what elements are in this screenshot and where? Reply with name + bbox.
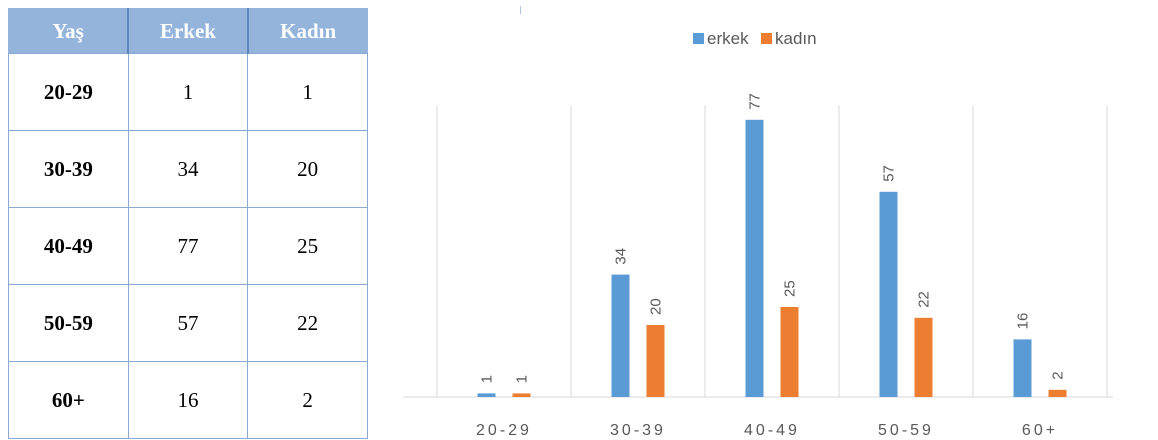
bar-erkek <box>879 191 898 397</box>
data-label-erkek: 77 <box>747 93 764 110</box>
data-label-kadın: 20 <box>648 298 665 315</box>
data-label-kadın: 2 <box>1050 371 1067 379</box>
female-count-cell: 25 <box>247 207 368 285</box>
table-row: 20-29 1 1 <box>8 53 368 131</box>
data-label-kadın: 1 <box>514 375 531 383</box>
age-cell: 60+ <box>8 361 129 439</box>
legend-label-erkek: erkek <box>707 29 749 48</box>
header-male: Erkek <box>127 8 248 54</box>
table-row: 40-49 77 25 <box>8 207 368 285</box>
bar-kadın <box>512 393 531 397</box>
x-tick-label: 40-49 <box>744 422 800 438</box>
age-gender-table: Yaş Erkek Kadın 20-29 1 1 30-39 34 20 40… <box>8 8 368 439</box>
bar-erkek <box>611 274 630 397</box>
header-age: Yaş <box>8 8 129 54</box>
table-row: 30-39 34 20 <box>8 130 368 208</box>
table-header-row: Yaş Erkek Kadın <box>8 8 368 54</box>
x-tick-label: 20-29 <box>476 422 532 438</box>
female-count-cell: 20 <box>247 130 368 208</box>
male-count-cell: 1 <box>127 53 249 131</box>
bar-kadın <box>780 307 799 397</box>
age-cell: 40-49 <box>8 207 129 285</box>
data-label-erkek: 34 <box>613 248 630 265</box>
bar-kadın <box>646 325 665 397</box>
table-row: 60+ 16 2 <box>8 361 368 439</box>
data-label-kadın: 22 <box>916 291 933 308</box>
female-count-cell: 22 <box>247 284 368 362</box>
x-tick-label: 50-59 <box>878 422 934 438</box>
x-tick-label: 30-39 <box>610 422 666 438</box>
female-count-cell: 1 <box>247 53 368 131</box>
legend-swatch-kadın <box>761 33 772 44</box>
bar-kadın <box>1048 389 1067 397</box>
male-count-cell: 16 <box>127 361 249 439</box>
age-cell: 50-59 <box>8 284 129 362</box>
data-label-erkek: 16 <box>1015 313 1032 330</box>
data-label-kadın: 25 <box>782 280 799 297</box>
table-row: 50-59 57 22 <box>8 284 368 362</box>
age-gender-table-container: Yaş Erkek Kadın 20-29 1 1 30-39 34 20 40… <box>8 8 368 439</box>
bar-erkek <box>477 393 496 397</box>
bar-erkek <box>745 119 764 398</box>
x-tick-label: 60+ <box>1022 422 1058 438</box>
bar-kadın <box>914 317 933 397</box>
male-count-cell: 57 <box>127 284 249 362</box>
header-female: Kadın <box>246 8 368 54</box>
bar-erkek <box>1013 339 1032 397</box>
female-count-cell: 2 <box>247 361 368 439</box>
chart-frame-tick <box>520 6 521 14</box>
bar-chart-svg: erkek kadın 1 1 20-29 34 20 30-39 77 25 40-49 57 22 5… <box>403 29 1113 438</box>
legend-swatch-erkek <box>693 33 704 44</box>
age-cell: 20-29 <box>8 53 129 131</box>
data-label-erkek: 57 <box>881 165 898 182</box>
data-label-erkek: 1 <box>479 375 496 383</box>
male-count-cell: 34 <box>127 130 249 208</box>
age-cell: 30-39 <box>8 130 129 208</box>
male-count-cell: 77 <box>127 207 249 285</box>
legend-label-kadın: kadın <box>775 29 817 48</box>
bar-chart: erkek kadın 1 1 20-29 34 20 30-39 77 25 40-49 57 22 5… <box>380 8 1150 438</box>
